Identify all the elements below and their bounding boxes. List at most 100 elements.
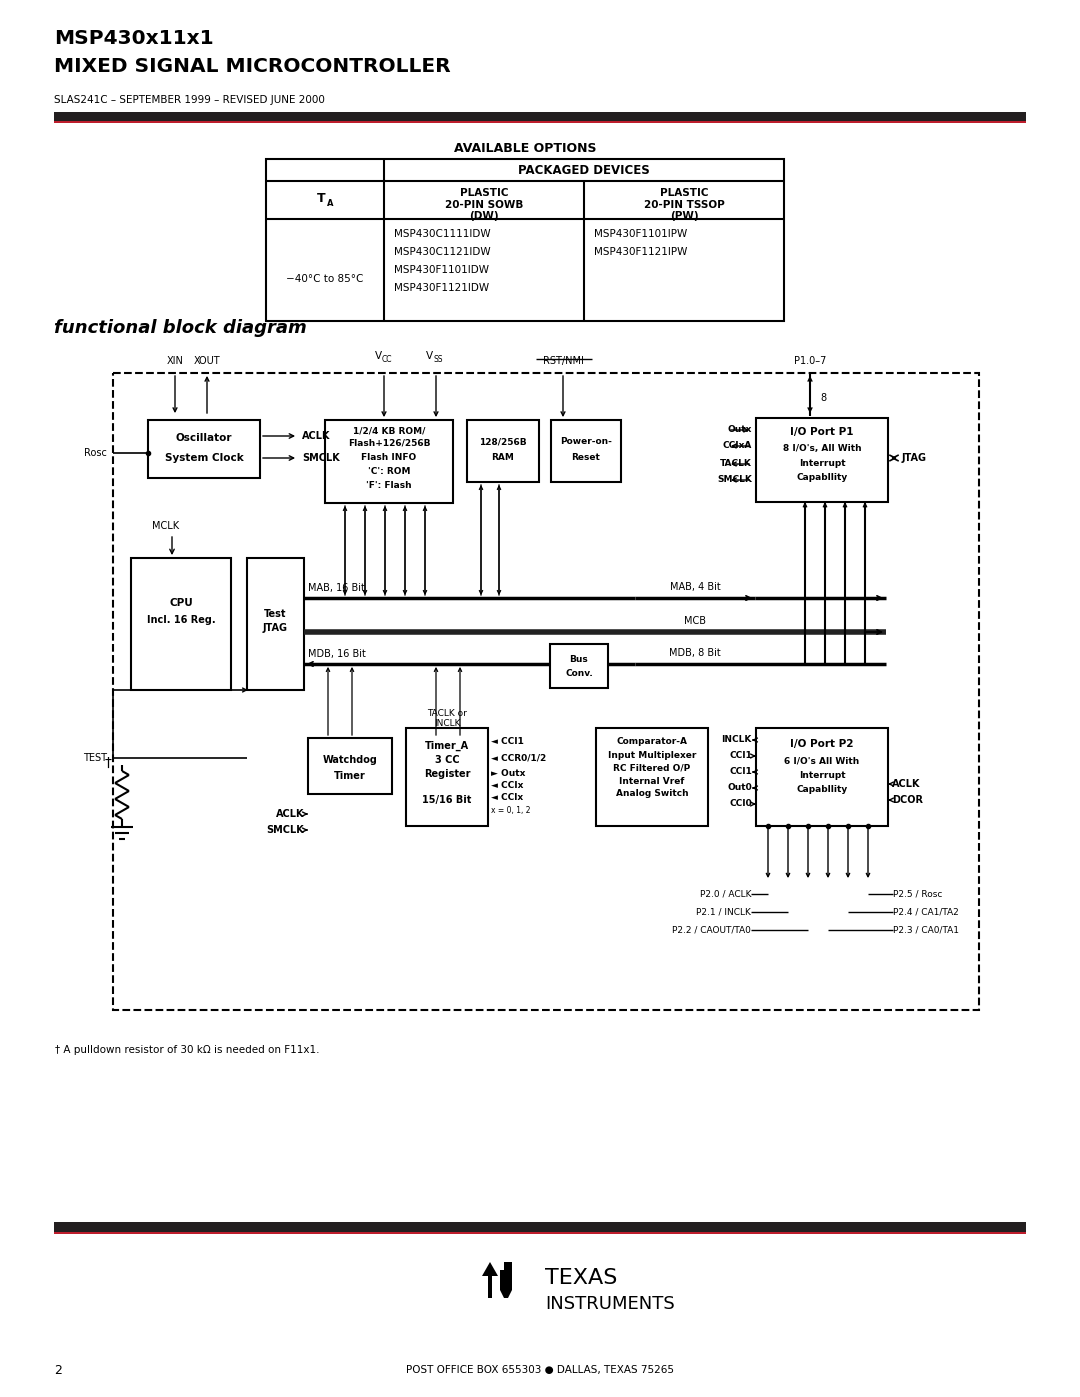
Text: Power-on-: Power-on- <box>561 437 612 447</box>
Text: SMCLK: SMCLK <box>302 453 340 462</box>
Bar <box>131 557 231 690</box>
Text: MSP430F1121IPW: MSP430F1121IPW <box>594 247 687 257</box>
Bar <box>247 557 303 690</box>
Text: CCI1: CCI1 <box>729 752 752 760</box>
Text: Oscillator: Oscillator <box>176 433 232 443</box>
Text: System Clock: System Clock <box>164 453 243 462</box>
Text: ACLK: ACLK <box>892 780 920 789</box>
Bar <box>756 728 888 826</box>
Text: ◄ CClx: ◄ CClx <box>491 793 523 802</box>
Text: XOUT: XOUT <box>193 356 220 366</box>
Bar <box>756 418 888 502</box>
Text: CCI0: CCI0 <box>729 799 752 809</box>
Bar <box>308 738 392 793</box>
Text: INSTRUMENTS: INSTRUMENTS <box>545 1295 675 1313</box>
Text: 3 CC: 3 CC <box>434 754 459 766</box>
Text: (DW): (DW) <box>469 211 499 221</box>
Text: MSP430F1101IPW: MSP430F1101IPW <box>594 229 687 239</box>
Text: 6 I/O's All With: 6 I/O's All With <box>784 757 860 766</box>
Text: P2.0 / ACLK: P2.0 / ACLK <box>700 890 751 898</box>
Text: Out0: Out0 <box>727 784 752 792</box>
Text: (PW): (PW) <box>670 211 699 221</box>
Text: MSP430x11x1: MSP430x11x1 <box>54 28 214 47</box>
Text: P1.0–7: P1.0–7 <box>794 356 826 366</box>
Text: Capabllity: Capabllity <box>796 474 848 482</box>
Text: JTAG: JTAG <box>264 623 288 633</box>
Text: PLASTIC: PLASTIC <box>460 189 509 198</box>
Text: 1/2/4 KB ROM/: 1/2/4 KB ROM/ <box>353 426 426 436</box>
Text: AVAILABLE OPTIONS: AVAILABLE OPTIONS <box>454 141 596 155</box>
Text: ► Outx: ► Outx <box>491 770 525 778</box>
Text: P2.4 / CA1/TA2: P2.4 / CA1/TA2 <box>893 908 959 916</box>
Text: TACLK: TACLK <box>720 460 752 468</box>
Bar <box>325 420 453 503</box>
Text: P2.5 / Rosc: P2.5 / Rosc <box>893 890 943 898</box>
Text: SLAS241C – SEPTEMBER 1999 – REVISED JUNE 2000: SLAS241C – SEPTEMBER 1999 – REVISED JUNE… <box>54 95 325 105</box>
Bar <box>550 644 608 687</box>
Text: JTAG: JTAG <box>902 453 927 462</box>
Text: DCOR: DCOR <box>892 795 923 805</box>
Text: ◄ CCI1: ◄ CCI1 <box>491 738 524 746</box>
Text: MDB, 16 Bit: MDB, 16 Bit <box>308 650 366 659</box>
Bar <box>54 1222 1026 1232</box>
Text: † A pulldown resistor of 30 kΩ is needed on F11x1.: † A pulldown resistor of 30 kΩ is needed… <box>55 1045 320 1055</box>
Text: Rosc: Rosc <box>84 448 107 458</box>
Text: functional block diagram: functional block diagram <box>54 319 307 337</box>
Text: Interrupt: Interrupt <box>799 771 846 780</box>
Text: 'C': ROM: 'C': ROM <box>368 467 410 475</box>
Text: I/O Port P2: I/O Port P2 <box>791 739 854 749</box>
Text: RST/NMI: RST/NMI <box>542 356 583 366</box>
Text: †: † <box>105 756 111 770</box>
Text: ACLK: ACLK <box>275 809 303 819</box>
Text: Watchdog: Watchdog <box>323 754 377 766</box>
Text: Bus: Bus <box>569 655 589 665</box>
Text: Outx: Outx <box>728 426 752 434</box>
Text: CCI1: CCI1 <box>729 767 752 777</box>
Bar <box>113 373 978 1010</box>
Text: Interrupt: Interrupt <box>799 458 846 468</box>
Bar <box>596 728 708 826</box>
Text: PACKAGED DEVICES: PACKAGED DEVICES <box>518 163 650 176</box>
Bar <box>54 1232 1026 1234</box>
Text: MSP430F1101IDW: MSP430F1101IDW <box>394 265 489 275</box>
Text: V: V <box>426 351 433 360</box>
Text: PLASTIC: PLASTIC <box>660 189 708 198</box>
Text: Analog Switch: Analog Switch <box>616 789 688 799</box>
Text: XIN: XIN <box>166 356 184 366</box>
Bar <box>266 159 784 321</box>
Text: Timer_A: Timer_A <box>424 740 469 752</box>
Text: 20-PIN SOWB: 20-PIN SOWB <box>445 200 523 210</box>
Text: Register: Register <box>423 768 470 780</box>
Text: −40°C to 85°C: −40°C to 85°C <box>286 274 364 284</box>
Text: ACLK: ACLK <box>302 432 330 441</box>
Bar <box>148 420 260 478</box>
Text: MCB: MCB <box>684 616 706 626</box>
Text: 128/256B: 128/256B <box>480 437 527 447</box>
Text: RC Filtered O/P: RC Filtered O/P <box>613 764 690 773</box>
Text: Flash INFO: Flash INFO <box>362 453 417 461</box>
Text: 2: 2 <box>54 1363 62 1376</box>
Text: MSP430C1111IDW: MSP430C1111IDW <box>394 229 490 239</box>
Text: Reset: Reset <box>571 454 600 462</box>
Text: T: T <box>316 193 325 205</box>
Text: MAB, 4 Bit: MAB, 4 Bit <box>670 583 720 592</box>
Text: INCLK: INCLK <box>721 735 752 745</box>
Bar <box>54 112 1026 122</box>
Text: MCLK: MCLK <box>152 521 179 531</box>
Bar <box>54 122 1026 123</box>
Text: TEST: TEST <box>83 753 107 763</box>
Bar <box>551 420 621 482</box>
Text: SMCLK: SMCLK <box>717 475 752 485</box>
Text: x = 0, 1, 2: x = 0, 1, 2 <box>491 806 530 814</box>
Text: I/O Port P1: I/O Port P1 <box>791 427 854 437</box>
Text: Incl. 16 Reg.: Incl. 16 Reg. <box>147 615 215 624</box>
Text: RAM: RAM <box>491 454 514 462</box>
Text: MDB, 8 Bit: MDB, 8 Bit <box>670 648 720 658</box>
Text: P2.2 / CAOUT/TA0: P2.2 / CAOUT/TA0 <box>672 925 751 935</box>
Text: MAB, 16 Bit: MAB, 16 Bit <box>308 583 365 592</box>
Text: TACLK or: TACLK or <box>427 710 467 718</box>
Bar <box>467 420 539 482</box>
Text: CC: CC <box>382 355 392 365</box>
Text: Timer: Timer <box>334 771 366 781</box>
Text: Capabllity: Capabllity <box>796 785 848 793</box>
